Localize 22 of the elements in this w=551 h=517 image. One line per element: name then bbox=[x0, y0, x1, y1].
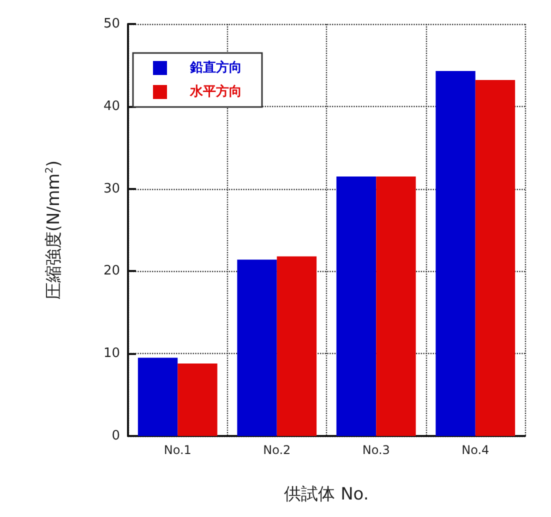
y-axis-title: 圧縮強度(N/mm2) bbox=[44, 160, 64, 300]
legend-label: 水平方向 bbox=[189, 84, 242, 100]
bar bbox=[475, 80, 516, 436]
bar bbox=[237, 260, 277, 436]
bar bbox=[138, 358, 178, 436]
bar bbox=[336, 176, 376, 436]
y-tick-label: 30 bbox=[103, 181, 120, 196]
x-tick-label: No.1 bbox=[164, 443, 192, 457]
x-tick-label: No.2 bbox=[263, 443, 291, 457]
y-tick-label: 50 bbox=[103, 16, 120, 32]
bar bbox=[436, 70, 476, 436]
bar bbox=[178, 363, 218, 436]
bar bbox=[376, 176, 416, 436]
x-tick-label: No.4 bbox=[462, 443, 490, 457]
y-tick-label: 0 bbox=[112, 428, 120, 444]
x-axis-title: 供試体 No. bbox=[284, 484, 369, 504]
y-tick-label: 20 bbox=[103, 264, 120, 279]
x-tick-label: No.3 bbox=[362, 443, 390, 457]
bar bbox=[276, 256, 317, 436]
y-tick-label: 10 bbox=[103, 346, 120, 362]
legend-label: 鉛直方向 bbox=[189, 60, 242, 76]
y-tick-label: 40 bbox=[103, 98, 120, 114]
